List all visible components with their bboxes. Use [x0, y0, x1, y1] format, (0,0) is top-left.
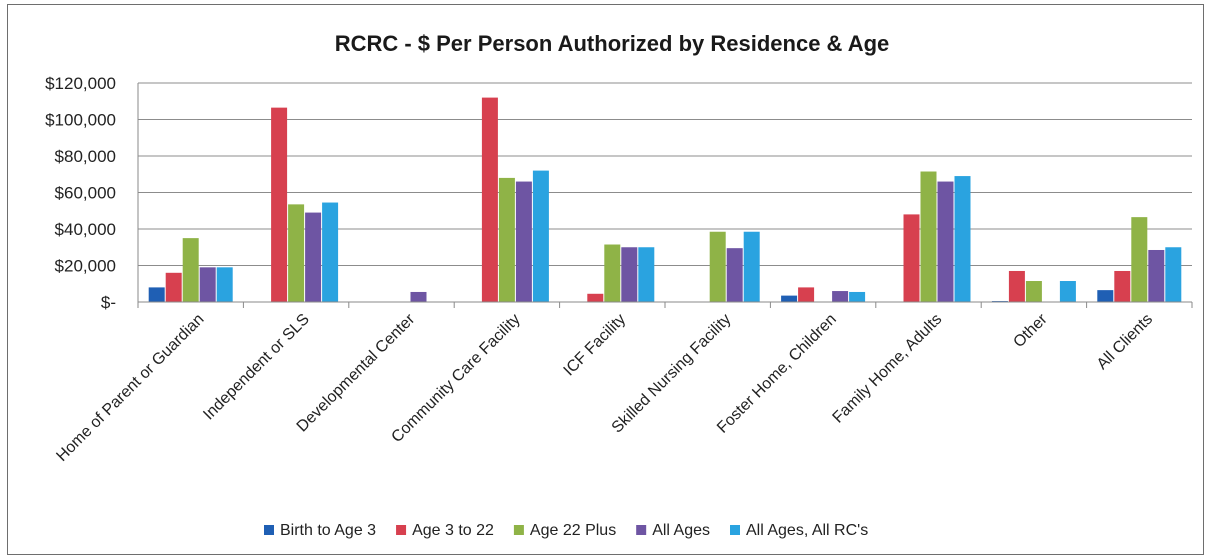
- legend-item: Age 3 to 22: [396, 522, 494, 539]
- bar: [165, 272, 182, 302]
- legend-item: All Ages: [636, 522, 710, 539]
- bar: [621, 247, 638, 302]
- x-category-label: Other: [1010, 310, 1051, 351]
- legend-label: Birth to Age 3: [280, 522, 376, 539]
- bar: [498, 177, 515, 302]
- legend: Birth to Age 3 Age 3 to 22 Age 22 Plus All …: [264, 522, 868, 539]
- x-category-label: All Clients: [1094, 311, 1156, 373]
- x-category-label: Foster Home, Children: [714, 311, 840, 437]
- legend-swatch: [264, 525, 274, 535]
- bar: [1008, 270, 1025, 302]
- bar: [532, 170, 549, 302]
- bar: [305, 212, 322, 302]
- bar: [638, 247, 655, 302]
- bar: [726, 248, 743, 302]
- bar: [604, 244, 621, 302]
- y-tick-label: $60,000: [55, 184, 116, 203]
- bar: [216, 267, 233, 302]
- legend-swatch: [396, 525, 407, 535]
- legend-swatch: [730, 525, 740, 535]
- bar: [515, 181, 532, 302]
- bar: [781, 295, 798, 302]
- y-axis-tick-labels: $- $20,000 $40,000 $60,000 $80,000 $100,000 $1…: [45, 74, 116, 312]
- bar: [1097, 290, 1114, 302]
- y-tick-label: $100,000: [45, 111, 116, 130]
- y-tick-label: $40,000: [55, 220, 116, 239]
- legend-swatch: [513, 525, 524, 535]
- bar: [1165, 247, 1182, 302]
- bar: [920, 171, 937, 302]
- bar: [481, 97, 498, 302]
- bar: [148, 287, 165, 302]
- axes: [137, 83, 1193, 308]
- x-category-label: Independent or SLS: [200, 311, 313, 424]
- bar: [903, 214, 920, 302]
- x-category-label: Family Home, Adults: [830, 311, 946, 427]
- y-tick-label: $-: [101, 293, 116, 312]
- bar: [709, 231, 726, 302]
- y-tick-label: $120,000: [45, 74, 116, 93]
- legend-label: All Ages, All RC's: [746, 522, 868, 539]
- legend-swatch: [636, 525, 647, 535]
- bar: [587, 293, 604, 302]
- bar: [199, 267, 216, 302]
- bar: [832, 291, 849, 302]
- bar: [288, 204, 305, 302]
- legend-label: Age 22 Plus: [530, 522, 616, 539]
- x-category-label: Skilled Nursing Facility: [609, 311, 735, 437]
- bar: [1025, 281, 1042, 302]
- y-tick-label: $80,000: [55, 147, 116, 166]
- bar: [954, 176, 971, 302]
- legend-label: All Ages: [652, 522, 710, 539]
- x-category-label: Developmental Center: [294, 310, 419, 435]
- bar: [410, 291, 427, 302]
- bar: [798, 287, 815, 302]
- legend-label: Age 3 to 22: [412, 522, 494, 539]
- bar: [849, 291, 866, 302]
- bar: [322, 202, 339, 302]
- bar: [1131, 217, 1148, 302]
- y-tick-label: $20,000: [55, 257, 116, 276]
- bars: [148, 97, 1182, 302]
- legend-item: Age 22 Plus: [513, 522, 616, 539]
- x-category-label: ICF Facility: [561, 311, 630, 380]
- x-category-label: Home of Parent or Guardian: [53, 311, 207, 465]
- legend-item: All Ages, All RC's: [730, 522, 868, 539]
- bar: [937, 181, 954, 302]
- legend-item: Birth to Age 3: [264, 522, 376, 539]
- chart-title: RCRC - $ Per Person Authorized by Reside…: [335, 31, 890, 56]
- bar: [743, 231, 760, 302]
- bar: [1059, 281, 1076, 302]
- bar: [271, 107, 288, 302]
- bar: [1148, 249, 1165, 302]
- bar: [182, 238, 199, 302]
- bar: [1114, 270, 1131, 302]
